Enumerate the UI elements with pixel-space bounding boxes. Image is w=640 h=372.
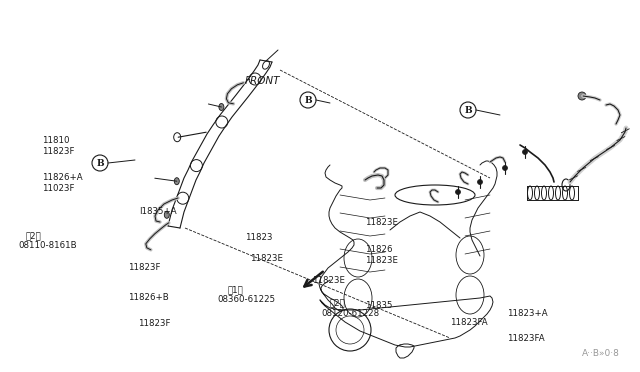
Ellipse shape: [174, 178, 179, 185]
Text: B: B: [304, 96, 312, 105]
Circle shape: [456, 189, 461, 195]
Circle shape: [477, 180, 483, 185]
Text: 08120-61228: 08120-61228: [321, 309, 380, 318]
Text: 11823E: 11823E: [365, 218, 398, 227]
Text: FRONT: FRONT: [245, 76, 280, 86]
Circle shape: [502, 166, 508, 170]
Text: 11823E: 11823E: [250, 254, 283, 263]
Text: 08360-61225: 08360-61225: [218, 295, 276, 304]
Text: 11823FA: 11823FA: [507, 334, 545, 343]
Ellipse shape: [164, 211, 170, 218]
Text: 11823+A: 11823+A: [507, 309, 547, 318]
Text: 。2〃: 。2〃: [26, 232, 42, 241]
Text: 。2〃: 。2〃: [330, 299, 346, 308]
Text: I1835+A: I1835+A: [140, 207, 177, 216]
Circle shape: [522, 150, 527, 154]
Text: 11826: 11826: [365, 245, 392, 254]
Text: B: B: [96, 158, 104, 167]
Text: （1）: （1）: [227, 285, 243, 294]
Text: 08110-8161B: 08110-8161B: [18, 241, 77, 250]
Text: 11826+B: 11826+B: [128, 293, 169, 302]
Text: A··B»0·8: A··B»0·8: [582, 349, 620, 358]
Text: 11823F: 11823F: [138, 319, 170, 328]
Text: 11826+A: 11826+A: [42, 173, 82, 182]
Text: 11810: 11810: [42, 136, 69, 145]
Text: 11823FA: 11823FA: [450, 318, 488, 327]
Text: 11023F: 11023F: [42, 185, 74, 193]
Text: 11823F: 11823F: [128, 263, 161, 272]
Text: 11835: 11835: [365, 301, 392, 310]
Text: 11823: 11823: [245, 233, 273, 242]
Circle shape: [578, 92, 586, 100]
Ellipse shape: [219, 103, 224, 110]
Text: 11823E: 11823E: [312, 276, 346, 285]
Text: 11823E: 11823E: [365, 256, 398, 265]
Text: B: B: [464, 106, 472, 115]
Text: 11823F: 11823F: [42, 147, 74, 156]
